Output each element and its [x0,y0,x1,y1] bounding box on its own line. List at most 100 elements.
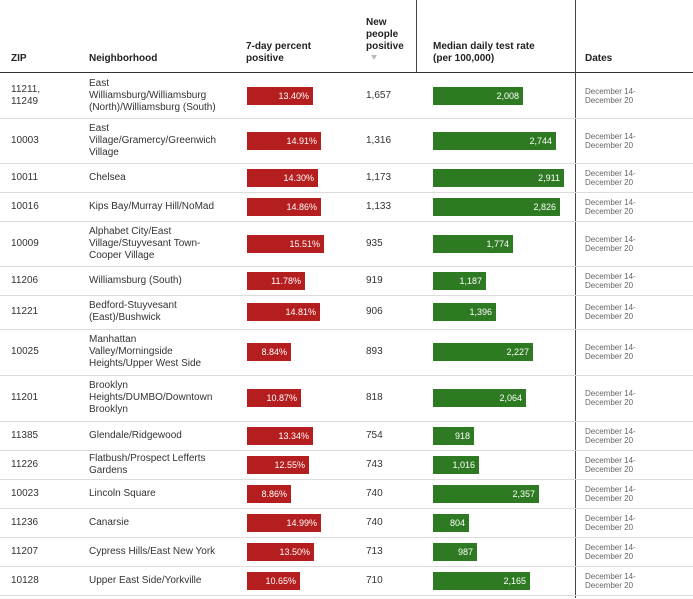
zip-cell-line: 10016 [11,201,39,212]
dates-cell-line: December 20 [585,436,634,445]
zip-cell: 10128 [11,575,39,587]
table-header: ZIP Neighborhood 7-day percent positive … [0,0,693,73]
percent-positive-bar-label: 14.91% [286,136,317,146]
new-positive-cell: 1,657 [366,90,392,101]
dates-cell-line: December 20 [585,581,634,590]
neighborhood-cell: Alphabet City/East Village/Stuyvesant Tow… [89,226,200,262]
neighborhood-cell: Bedford-Stuyvesant (East)/Bushwick [89,300,177,324]
neighborhood-cell-line: Village/Gramercy/Greenwich [89,135,217,146]
table-row: 10025 Manhattan Valley/Morningside Heights/… [0,329,693,376]
zip-cell: 11221 [11,306,38,318]
zip-cell-line: 10128 [11,575,39,586]
new-positive-cell: 754 [366,430,383,441]
new-positive-cell: 935 [366,238,383,249]
neighborhood-cell-line: Gardens [89,465,128,476]
test-rate-bar: 1,187 [433,272,486,290]
zip-cell-line: 11206 [11,275,39,286]
zip-cell-line: 10025 [11,346,39,357]
dates-cell-line: December 20 [585,465,634,474]
header-test-rate-line-2: (per 100,000) [433,53,495,64]
header-test-rate[interactable]: Median daily test rate (per 100,000) [433,41,535,65]
percent-positive-bar: 15.51% [247,235,324,253]
percent-positive-bar-label: 14.86% [286,202,317,212]
neighborhood-cell-line: (North)/Williamsburg (South) [89,102,216,113]
header-new-positive-line-3: positive [366,41,404,52]
dates-cell-line: December 20 [585,523,634,532]
percent-positive-bar-label: 8.86% [261,489,287,499]
test-rate-bar: 2,357 [433,485,539,503]
table-row: 10023 Lincoln Square 8.86% 740 2,357 December… [0,479,693,509]
dates-cell: December 14- December 20 [585,303,636,321]
percent-positive-bar: 12.55% [247,456,309,474]
neighborhood-cell-line: Upper East Side/Yorkville [89,575,202,586]
neighborhood-cell: Flatbush/Prospect Lefferts Gardens [89,453,206,477]
zip-cell-line: 11385 [11,430,39,441]
neighborhood-cell-line: Heights/DUMBO/Downtown [89,392,213,403]
new-positive-cell: 740 [366,517,383,528]
neighborhood-cell-line: Alphabet City/East [89,226,172,237]
table-row: 11236 Canarsie 14.99% 740 804 December 14- Dec… [0,508,693,538]
neighborhood-cell-line: Flatbush/Prospect Lefferts [89,453,206,464]
header-zip[interactable]: ZIP [11,53,27,64]
dates-cell-line: December 20 [585,207,634,216]
dates-cell: December 14- December 20 [585,169,636,187]
test-rate-bar: 1,774 [433,235,513,253]
table-row: 10011 Chelsea 14.30% 1,173 2,911 December 14-… [0,163,693,193]
header-dates[interactable]: Dates [585,53,613,64]
header-new-positive-line-2: people [366,29,399,40]
header-new-positive[interactable]: New people positive [366,17,404,53]
zip-cell-line: 10023 [11,488,39,499]
neighborhood-cell-line: Village [89,147,119,158]
percent-positive-bar: 8.86% [247,485,291,503]
header-percent-positive-line-2: positive [246,53,284,64]
test-rate-bar-label: 2,744 [529,136,552,146]
header-new-positive-line-1: New [366,17,387,28]
zip-cell-line: 11207 [11,546,39,557]
percent-positive-bar: 14.91% [247,132,321,150]
dates-cell-line: December 14- [585,485,636,494]
neighborhood-cell: East Village/Gramercy/Greenwich Village [89,123,216,159]
dates-cell-line: December 14- [585,198,636,207]
neighborhood-cell-line: Chelsea [89,172,126,183]
header-neighborhood[interactable]: Neighborhood [89,53,158,64]
dates-cell: December 14- December 20 [585,389,636,407]
test-rate-bar: 2,911 [433,169,564,187]
header-percent-positive-line-1: 7-day percent [246,41,312,52]
header-percent-positive[interactable]: 7-day percent positive [246,41,311,65]
dates-cell: December 14- December 20 [585,514,636,532]
neighborhood-cell-line: Lincoln Square [89,488,156,499]
zip-cell-line: 11211, [11,84,41,95]
dates-cell-line: December 20 [585,178,634,187]
zip-cell-line: 11221 [11,306,39,317]
zip-cell: 11211, 11249 [11,84,40,108]
column-divider-new-positive [416,0,417,72]
test-rate-bar: 2,227 [433,343,533,361]
neighborhood-cell-line: Cypress Hills/East New York [89,546,216,557]
neighborhood-cell-line: Manhattan [89,334,137,345]
new-positive-cell: 906 [366,306,383,317]
dates-cell-line: December 14- [585,456,636,465]
percent-positive-bar-label: 10.65% [265,576,296,586]
dates-cell: December 14- December 20 [585,427,636,445]
neighborhood-cell-line: East [89,123,110,134]
neighborhood-cell-line: Williamsburg (South) [89,275,182,286]
zip-cell: 11206 [11,275,38,287]
test-rate-bar-label: 1,396 [469,307,492,317]
dates-cell-line: December 14- [585,132,636,141]
neighborhood-cell: East Williamsburg/Williamsburg (North)/Wil… [89,78,216,114]
test-rate-bar-label: 2,357 [512,489,535,499]
dates-cell-line: December 14- [585,169,636,178]
zip-cell-line: 10009 [11,238,39,249]
percent-positive-bar-label: 13.50% [279,547,310,557]
percent-positive-bar-label: 14.81% [285,307,316,317]
test-rate-bar-label: 1,187 [459,276,482,286]
zip-cell: 10003 [11,135,39,147]
percent-positive-bar: 10.65% [247,572,300,590]
neighborhood-cell-line: (East)/Bushwick [89,312,161,323]
test-rate-bar: 2,008 [433,87,523,105]
neighborhood-cell-line: Williamsburg/Williamsburg [89,90,207,101]
dates-cell: December 14- December 20 [585,543,636,561]
test-rate-bar-label: 2,227 [506,347,529,357]
new-positive-cell: 1,173 [366,172,392,183]
zip-cell-line: 11249 [11,96,39,107]
